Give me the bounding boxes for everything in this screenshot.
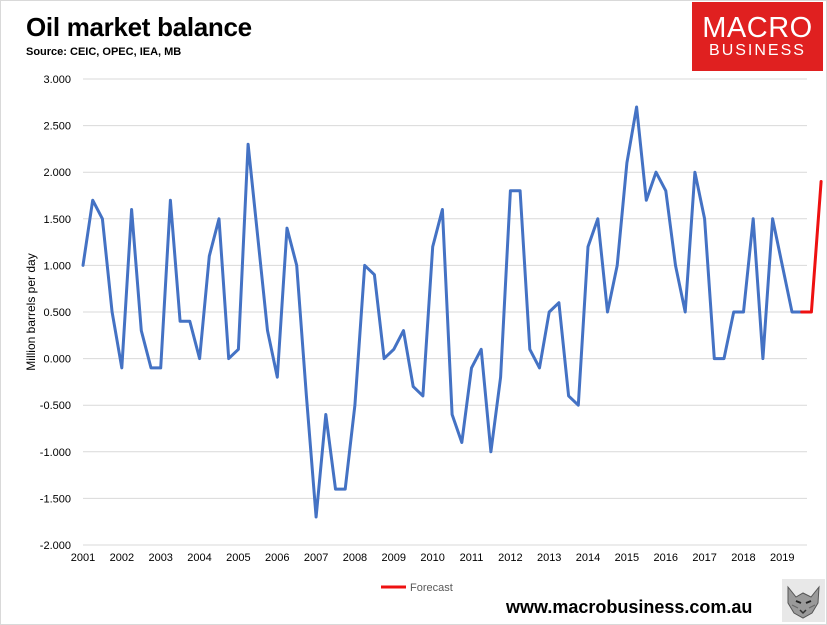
y-tick-label: -0.500 bbox=[40, 400, 71, 412]
x-tick-label: 2005 bbox=[226, 552, 250, 564]
logo-line-2: BUSINESS bbox=[709, 42, 806, 59]
y-tick-label: -1.500 bbox=[40, 493, 71, 505]
x-tick-label: 2013 bbox=[537, 552, 561, 564]
y-tick-label: 1.000 bbox=[43, 260, 71, 272]
x-tick-label: 2019 bbox=[770, 552, 794, 564]
y-tick-label: 3.000 bbox=[43, 74, 71, 86]
x-tick-label: 2011 bbox=[460, 552, 484, 564]
y-tick-label: -2.000 bbox=[40, 540, 71, 552]
series-line-balance bbox=[81, 105, 804, 519]
x-tick-label: 2014 bbox=[576, 552, 600, 564]
chart-title: Oil market balance bbox=[26, 12, 252, 42]
chart-source: Source: CEIC, OPEC, IEA, MB bbox=[26, 46, 182, 58]
x-tick-label: 2012 bbox=[498, 552, 522, 564]
y-tick-label: 1.500 bbox=[43, 214, 71, 226]
logo-line-1: MACRO bbox=[702, 12, 813, 44]
y-tick-label: -1.000 bbox=[40, 447, 71, 459]
y-tick-label: 2.500 bbox=[43, 121, 71, 133]
x-tick-label: 2017 bbox=[692, 552, 716, 564]
x-tick-label: 2002 bbox=[110, 552, 134, 564]
x-tick-label: 2007 bbox=[304, 552, 328, 564]
website-link[interactable]: www.macrobusiness.com.au bbox=[506, 597, 753, 617]
y-tick-label: 0.500 bbox=[43, 307, 71, 319]
x-tick-label: 2008 bbox=[343, 552, 367, 564]
wolf-logo-icon bbox=[782, 579, 825, 622]
legend-label-forecast: Forecast bbox=[410, 582, 453, 594]
x-tick-label: 2016 bbox=[654, 552, 678, 564]
y-axis-label: Million barrels per day bbox=[24, 253, 38, 370]
x-tick-label: 2001 bbox=[71, 552, 95, 564]
x-tick-label: 2006 bbox=[265, 552, 289, 564]
x-tick-label: 2009 bbox=[382, 552, 406, 564]
x-tick-label: 2018 bbox=[731, 552, 755, 564]
y-tick-label: 2.000 bbox=[43, 167, 71, 179]
y-tick-label: 0.000 bbox=[43, 354, 71, 366]
x-tick-label: 2004 bbox=[187, 552, 211, 564]
x-tick-label: 2010 bbox=[420, 552, 444, 564]
x-tick-label: 2015 bbox=[615, 552, 639, 564]
x-tick-label: 2003 bbox=[148, 552, 172, 564]
series-line-forecast bbox=[800, 180, 823, 314]
macrobusiness-logo: MACRO BUSINESS bbox=[692, 2, 823, 71]
